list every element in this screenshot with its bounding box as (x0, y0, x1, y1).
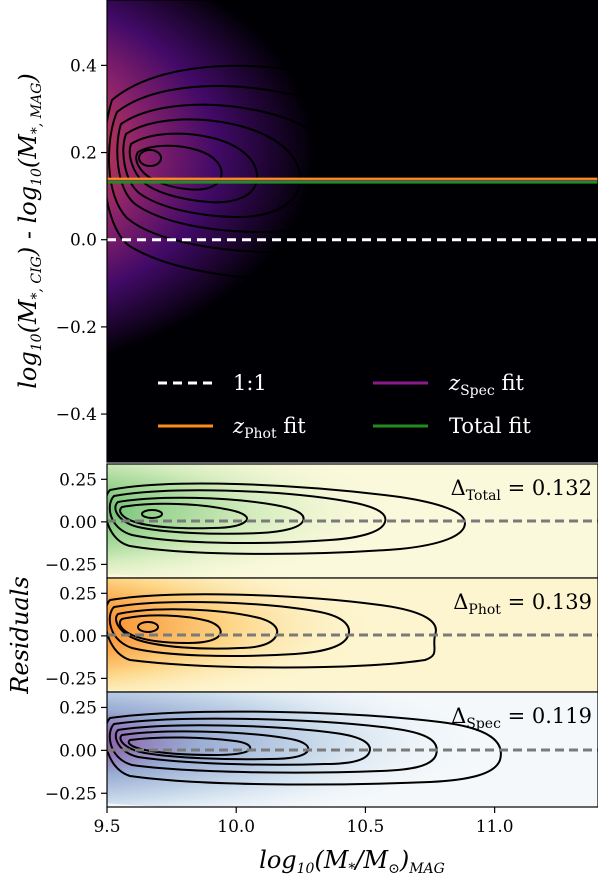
main-contour-2 (108, 85, 407, 254)
x-axis-title: log10(M*/M⊙)MAG (259, 846, 445, 877)
main-contour-4 (122, 118, 302, 219)
residuals-spec-contour-4 (119, 730, 310, 761)
residual-y-tick-label: 0.00 (59, 627, 97, 647)
main-y-tick-label: −0.2 (56, 318, 97, 338)
residuals-spec-panel: ΔSpec = 0.119 −0.25 0.00 0.25 (45, 691, 598, 808)
residuals-phot-contour-2 (108, 600, 350, 657)
residuals-total-contours (107, 482, 467, 555)
delta-spec-annotation: ΔSpec = 0.119 (451, 704, 592, 732)
residual-y-tick-label: −0.25 (45, 555, 97, 575)
main-y-tick-label: 0.2 (70, 144, 97, 164)
residuals-y-axis-title: Residuals (6, 576, 34, 694)
residual-y-tick-label: 0.00 (59, 741, 97, 761)
residuals-spec-y-ticks: −0.25 0.00 0.25 (45, 698, 107, 804)
residuals-phot-contour-3 (115, 608, 279, 650)
x-tick-label: 11.0 (476, 817, 514, 837)
residuals-spec-contour-2 (108, 717, 438, 774)
main-density-contours (107, 64, 464, 281)
main-y-tick-label: 0.4 (70, 56, 97, 76)
main-y-tick-label: 0.0 (70, 231, 97, 251)
residuals-total-panel: ΔTotal = 0.132 −0.25 0.00 0.25 (45, 463, 598, 579)
residuals-total-contour-3 (114, 496, 305, 535)
residuals-phot-contour-1 (107, 593, 437, 669)
legend-label-zphot: zPhot fit (232, 414, 306, 442)
legend-label-total: Total fit (449, 414, 531, 438)
x-tick-label: 10.5 (346, 817, 384, 837)
x-axis-ticks: 9.5 10.0 10.5 11.0 (93, 807, 514, 837)
main-density-map (107, 0, 526, 378)
residual-y-tick-label: 0.25 (59, 584, 97, 604)
residuals-total-contour-1 (107, 482, 467, 555)
residuals-spec-contour-5 (127, 736, 252, 757)
residuals-spec-contour-1 (107, 710, 502, 786)
residuals-phot-contours (107, 593, 437, 669)
main-contour-peak (138, 149, 162, 167)
main-reference-lines (107, 177, 598, 242)
main-panel: −0.4 −0.2 0.0 0.2 0.4 1:1 zPhot fit zSpec fi… (14, 0, 598, 463)
residuals-spec-contour-3 (114, 724, 371, 766)
residuals-spec-density (107, 692, 550, 807)
x-tick-label: 10.0 (217, 817, 255, 837)
main-contour-3 (116, 103, 350, 234)
residuals-phot-contour-4 (118, 614, 222, 645)
residual-y-tick-label: 0.25 (59, 698, 97, 718)
residual-y-tick-label: −0.25 (45, 669, 97, 689)
x-tick-label: 9.5 (93, 817, 120, 837)
residual-y-tick-label: 0.00 (59, 513, 97, 533)
main-y-ticks: −0.4 −0.2 0.0 0.2 0.4 (56, 56, 107, 425)
main-contour-1 (107, 64, 464, 281)
residuals-phot-y-ticks: −0.25 0.00 0.25 (45, 584, 107, 689)
residuals-total-y-ticks: −0.25 0.00 0.25 (45, 470, 107, 575)
residuals-total-contour-peak (141, 509, 163, 519)
residuals-spec-contours (107, 710, 502, 786)
delta-total-annotation: ΔTotal = 0.132 (451, 476, 592, 504)
residuals-total-contour-4 (119, 502, 248, 530)
residuals-phot-contour-peak (137, 621, 159, 633)
legend-label-zspec: zSpec fit (448, 371, 524, 399)
legend-label-1to1: 1:1 (233, 371, 267, 395)
residuals-phot-panel: ΔPhot = 0.139 −0.25 0.00 0.25 (45, 577, 598, 693)
residual-y-tick-label: −0.25 (45, 784, 97, 804)
residual-y-tick-label: 0.25 (59, 470, 97, 490)
main-y-tick-label: −0.4 (56, 405, 97, 425)
delta-phot-annotation: ΔPhot = 0.139 (453, 590, 592, 618)
main-plot-frame (106, 0, 598, 463)
residuals-spec-frame (106, 691, 598, 808)
main-contour-6 (135, 144, 223, 191)
legend: 1:1 zPhot fit zSpec fit Total fit (158, 371, 531, 442)
main-y-axis-title: log10(M*, CIG) - log10(M*, MAG) (14, 73, 45, 389)
residuals-total-contour-2 (108, 489, 387, 544)
